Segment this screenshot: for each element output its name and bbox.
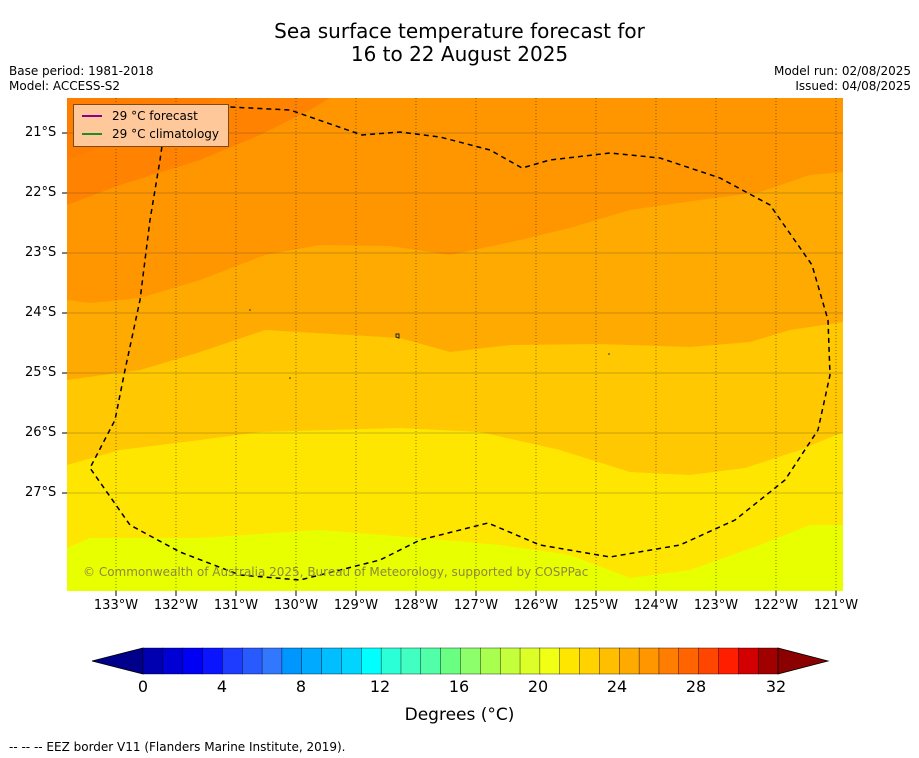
legend-swatch-forecast	[82, 115, 102, 117]
colorbar-segment	[202, 647, 223, 675]
colorbar-segment	[301, 647, 323, 675]
colorbar-segment	[341, 647, 362, 675]
colorbar-segment	[460, 647, 481, 675]
lon-tick-133w: 133°W	[93, 598, 139, 613]
lon-tick-127w: 127°W	[453, 598, 499, 613]
colorbar-segment	[361, 647, 382, 675]
lon-tick-129w: 129°W	[333, 598, 379, 613]
footnote: -- -- -- EEZ border V11 (Flanders Marine…	[9, 740, 346, 754]
lat-tick-22s: 22°S	[25, 185, 57, 200]
colorbar-tick-12: 12	[369, 677, 391, 696]
colorbar-segment	[698, 647, 719, 675]
island-ducie	[395, 333, 400, 339]
lon-tick-122w: 122°W	[753, 598, 799, 613]
model-run: Model run: 02/08/2025	[773, 64, 911, 78]
colorbar-segment	[142, 647, 164, 675]
lat-tick-21s: 21°S	[25, 125, 57, 140]
lon-tick-128w: 128°W	[393, 598, 439, 613]
model-name: Model: ACCESS-S2	[9, 79, 121, 93]
colorbar-segment	[420, 647, 442, 675]
colorbar-segment	[519, 647, 541, 675]
colorbar-segment	[321, 647, 342, 675]
colorbar-tick-32: 32	[765, 677, 787, 696]
colorbar-segment	[162, 647, 184, 675]
legend-label-forecast: 29 °C forecast	[112, 109, 198, 123]
colorbar-segment	[619, 647, 640, 675]
title-line-2: 16 to 22 August 2025	[350, 42, 569, 66]
colorbar-tick-4: 4	[216, 677, 228, 696]
axis-ticks	[62, 132, 837, 596]
colorbar-tick-16: 16	[448, 677, 470, 696]
lon-tick-131w: 131°W	[213, 598, 259, 613]
colorbar-tick-20: 20	[527, 677, 549, 696]
lat-tick-27s: 27°S	[25, 485, 57, 500]
colorbar-extend-high	[777, 647, 830, 675]
legend-item-forecast: 29 °C forecast	[82, 108, 198, 124]
island-dot-2	[289, 377, 291, 379]
band-26c	[67, 98, 843, 303]
title-line-1: Sea surface temperature forecast for	[274, 19, 645, 43]
colorbar-tick-24: 24	[606, 677, 628, 696]
colorbar-segment	[400, 647, 422, 675]
legend-swatch-climatology	[82, 133, 102, 135]
island-dot-1	[249, 309, 251, 311]
graticule	[67, 98, 843, 591]
colorbar	[91, 647, 830, 675]
lon-tick-125w: 125°W	[573, 598, 619, 613]
colorbar-segment	[380, 647, 402, 675]
legend-label-climatology: 29 °C climatology	[112, 127, 220, 141]
colorbar-extend-low	[91, 647, 144, 675]
lon-tick-123w: 123°W	[693, 598, 739, 613]
colorbar-segment	[182, 647, 204, 675]
colorbar-segment	[222, 647, 243, 675]
island-dot-3	[608, 353, 610, 355]
colorbar-segment	[559, 647, 581, 675]
lon-tick-126w: 126°W	[513, 598, 559, 613]
colorbar-segment	[261, 647, 283, 675]
colorbar-segment	[281, 647, 303, 675]
colorbar-segment	[480, 647, 501, 675]
colorbar-segment	[579, 647, 600, 675]
eez-border	[89, 106, 831, 581]
colorbar-segment	[738, 647, 759, 675]
legend: 29 °C forecast 29 °C climatology	[73, 104, 229, 147]
sst-contour-bands	[67, 98, 843, 591]
colorbar-tick-8: 8	[295, 677, 307, 696]
colorbar-segment	[599, 647, 620, 675]
base-period: Base period: 1981-2018	[9, 64, 154, 78]
lat-tick-26s: 26°S	[25, 425, 57, 440]
colorbar-segment	[678, 647, 700, 675]
colorbar-label: Degrees (°C)	[404, 705, 515, 725]
colorbar-segment	[499, 647, 521, 675]
colorbar-segment	[539, 647, 561, 675]
colorbar-tick-28: 28	[685, 677, 707, 696]
lat-tick-24s: 24°S	[25, 305, 57, 320]
colorbar-segment	[242, 647, 263, 675]
lat-tick-25s: 25°S	[25, 365, 57, 380]
lat-tick-23s: 23°S	[25, 245, 57, 260]
copyright-notice: © Commonwealth of Australia 2025, Bureau…	[83, 565, 589, 579]
colorbar-segment	[658, 647, 680, 675]
colorbar-segment	[757, 647, 779, 675]
lon-tick-124w: 124°W	[633, 598, 679, 613]
lon-tick-132w: 132°W	[153, 598, 199, 613]
colorbar-segment	[718, 647, 739, 675]
colorbar-tick-0: 0	[137, 677, 149, 696]
legend-item-climatology: 29 °C climatology	[82, 126, 219, 142]
colorbar-segment	[638, 647, 660, 675]
lon-tick-121w: 121°W	[813, 598, 859, 613]
lon-tick-130w: 130°W	[273, 598, 319, 613]
colorbar-segment	[440, 647, 461, 675]
issued-date: Issued: 04/08/2025	[795, 79, 911, 93]
